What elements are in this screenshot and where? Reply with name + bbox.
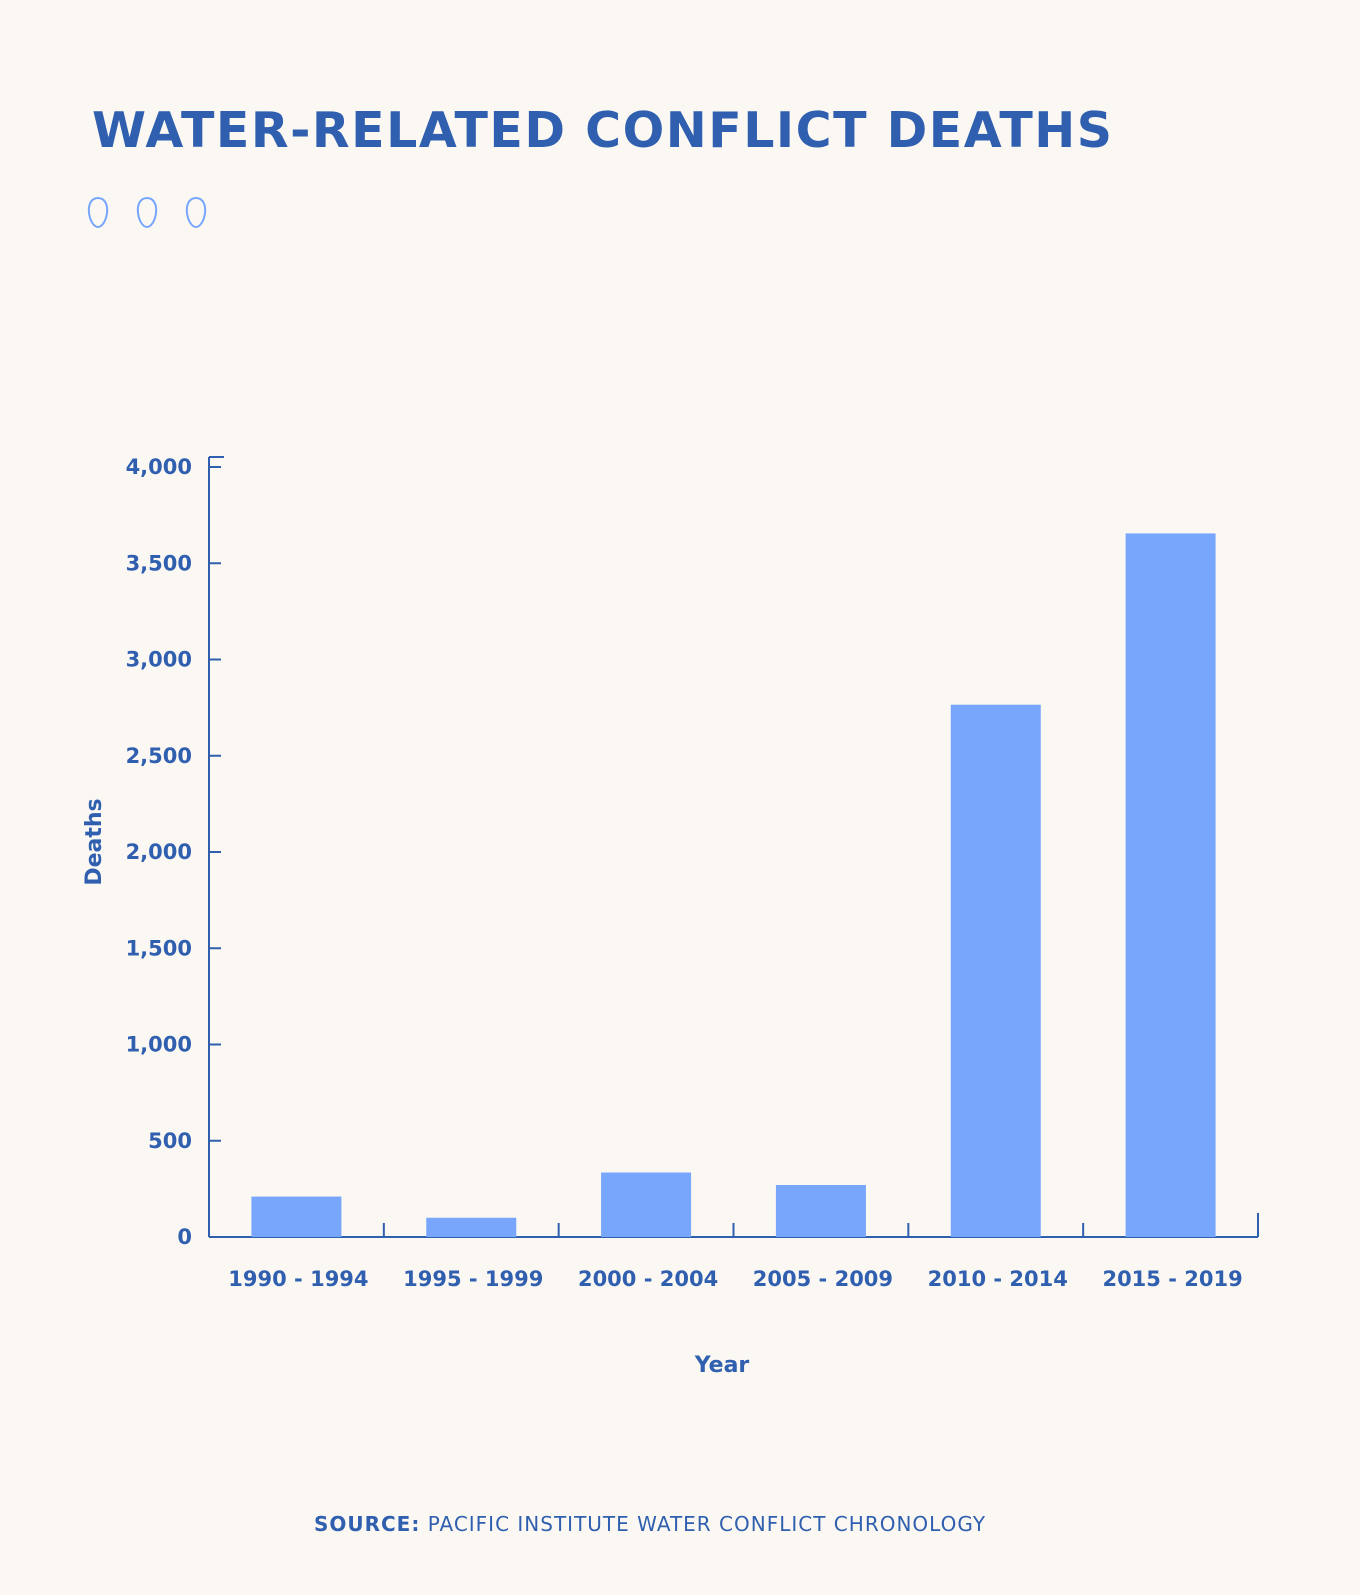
water-drop-outline-icon xyxy=(87,196,109,229)
y-tick-label: 3,500 xyxy=(126,551,192,575)
y-tick-label: 3,000 xyxy=(126,648,192,672)
bar xyxy=(251,1196,342,1237)
chart-title: WATER-RELATED CONFLICT DEATHS xyxy=(92,102,1114,159)
x-tick-label: 2015 - 2019 xyxy=(1102,1267,1242,1291)
water-drop-icons xyxy=(87,196,207,229)
bar-chart: Deaths Year 0 500 1,000 1,500 2,000 2,500 3,00… xyxy=(82,455,1259,1378)
y-tick-label: 1,500 xyxy=(126,936,192,960)
y-axis-title: Deaths xyxy=(82,798,107,885)
x-tick-label: 1990 - 1994 xyxy=(228,1267,368,1291)
y-tick-label: 1,000 xyxy=(126,1033,192,1057)
y-tick-label: 2,000 xyxy=(126,840,192,864)
x-tick-label: 1995 - 1999 xyxy=(403,1267,543,1291)
y-tick-label: 4,000 xyxy=(126,455,192,479)
x-tick-label: 2000 - 2004 xyxy=(578,1267,718,1291)
bar xyxy=(426,1217,517,1237)
bar xyxy=(775,1185,866,1237)
source-note: SOURCE: PACIFIC INSTITUTE WATER CONFLICT… xyxy=(0,1512,1300,1536)
y-tick-label: 500 xyxy=(148,1129,192,1153)
y-tick-label: 0 xyxy=(177,1225,192,1249)
water-drop-outline-icon xyxy=(185,196,207,229)
bar xyxy=(601,1172,692,1237)
source-label: SOURCE: xyxy=(313,1512,421,1536)
x-tick-label: 2005 - 2009 xyxy=(753,1267,893,1291)
water-drop-outline-icon xyxy=(136,196,158,229)
bar xyxy=(950,704,1041,1237)
bar xyxy=(1125,533,1216,1237)
x-axis-title: Year xyxy=(694,1353,750,1378)
y-tick-label: 2,500 xyxy=(126,744,192,768)
x-tick-label: 2010 - 2014 xyxy=(928,1267,1068,1291)
source-text: PACIFIC INSTITUTE WATER CONFLICT CHRONOL… xyxy=(427,1512,987,1536)
